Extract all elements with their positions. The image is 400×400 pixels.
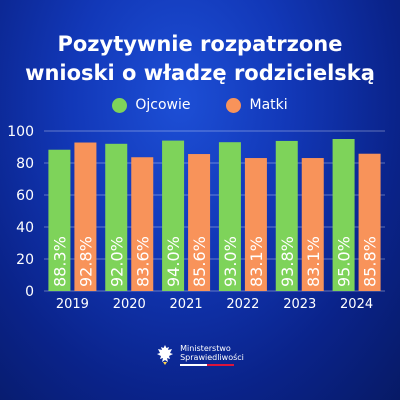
polish-eagle-emblem-icon — [157, 345, 174, 365]
data-label: 83.1% — [247, 236, 266, 287]
y-tick-label: 80 — [16, 156, 34, 172]
footer-logo: Ministerstwo Sprawiedliwości — [0, 344, 400, 366]
footer-flag-underline — [180, 364, 235, 366]
data-label: 85.8% — [361, 236, 380, 287]
data-label: 83.1% — [304, 236, 323, 287]
x-tick-label: 2019 — [56, 297, 89, 312]
bar-matki — [74, 142, 97, 291]
bar-ojcowie — [48, 149, 71, 291]
data-label: 93.0% — [221, 236, 240, 287]
footer-text-block: Ministerstwo Sprawiedliwości — [180, 344, 244, 366]
bar-matki — [188, 154, 211, 291]
data-label: 92.0% — [107, 236, 126, 287]
bar-matki — [301, 158, 324, 291]
data-label: 93.8% — [278, 236, 297, 287]
data-label: 92.8% — [76, 236, 95, 287]
bar-ojcowie — [218, 142, 241, 291]
bar-ojcowie — [275, 140, 298, 291]
x-tick-label: 2022 — [226, 297, 259, 312]
bar-matki — [131, 157, 154, 291]
chart-legend: Ojcowie Matki — [0, 97, 400, 113]
bar-ojcowie — [105, 143, 128, 291]
x-tick-label: 2024 — [340, 297, 373, 312]
y-tick-label: 60 — [16, 188, 34, 204]
y-tick-label: 100 — [7, 124, 34, 140]
footer-line2: Sprawiedliwości — [180, 353, 244, 362]
y-tick-label: 0 — [25, 284, 34, 300]
bar-matki — [358, 153, 381, 291]
bar-ojcowie — [332, 139, 355, 291]
data-label: 95.0% — [335, 236, 354, 287]
x-tick-label: 2020 — [113, 297, 146, 312]
legend-swatch-matki — [226, 97, 242, 113]
legend-item-ojcowie: Ojcowie — [112, 97, 190, 113]
data-label: 85.6% — [190, 236, 209, 287]
legend-label-matki: Matki — [249, 97, 288, 113]
footer-line1: Ministerstwo — [180, 344, 231, 353]
legend-swatch-ojcowie — [112, 97, 128, 113]
legend-label-ojcowie: Ojcowie — [135, 97, 191, 113]
chart-title-line1: Pozytywnie rozpatrzone — [57, 32, 343, 56]
data-label: 94.0% — [164, 236, 183, 287]
chart-title: Pozytywnie rozpatrzone wnioski o władzę … — [0, 30, 400, 88]
y-tick-label: 40 — [16, 220, 34, 236]
data-label: 83.6% — [133, 236, 152, 287]
data-label: 88.3% — [50, 236, 69, 287]
bar-ojcowie — [162, 140, 185, 291]
legend-item-matki: Matki — [226, 97, 288, 113]
x-tick-label: 2023 — [283, 297, 316, 312]
y-tick-label: 20 — [16, 252, 34, 268]
x-tick-label: 2021 — [170, 297, 203, 312]
chart-title-line2: wnioski o władzę rodzicielską — [25, 61, 375, 85]
bar-matki — [244, 158, 267, 291]
